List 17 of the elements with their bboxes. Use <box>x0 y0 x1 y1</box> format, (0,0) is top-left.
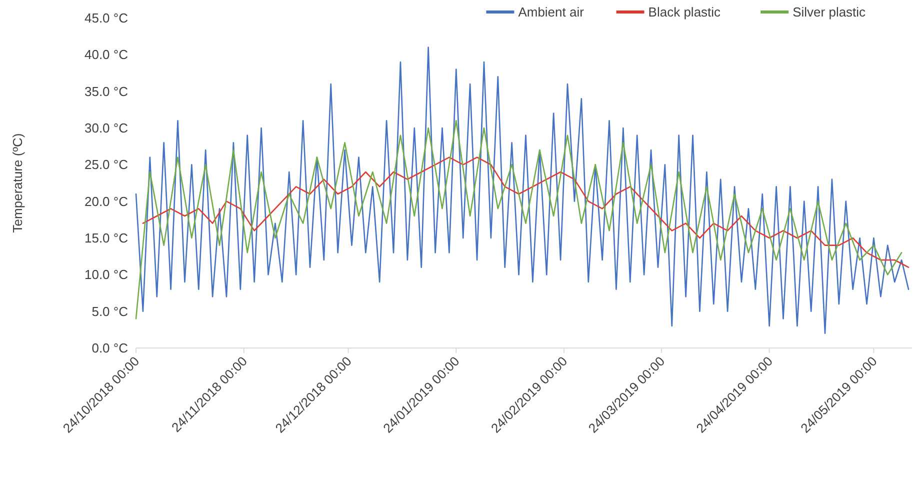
y-tick-label: 10.0 °C <box>84 267 128 282</box>
y-tick-label: 5.0 °C <box>92 304 128 319</box>
line-series <box>142 156 910 268</box>
y-tick-label: 45.0 °C <box>84 10 128 26</box>
y-tick-label: 40.0 °C <box>84 47 128 62</box>
legend-label: Silver plastic <box>792 4 866 20</box>
y-tick-label: 15.0 °C <box>84 230 128 246</box>
y-tick-label: 0.0 °C <box>92 340 128 356</box>
y-tick-label: 20.0 °C <box>84 194 128 209</box>
y-tick-label: 30.0 °C <box>84 120 128 136</box>
y-tick-label: 25.0 °C <box>84 157 128 172</box>
line-series <box>135 46 910 334</box>
legend-label: Ambient air <box>518 4 585 20</box>
legend-label: Black plastic <box>648 4 722 20</box>
y-tick-label: 35.0 °C <box>84 84 128 99</box>
y-axis-title: Temperature (ºC) <box>10 133 25 233</box>
line-series <box>135 120 902 320</box>
